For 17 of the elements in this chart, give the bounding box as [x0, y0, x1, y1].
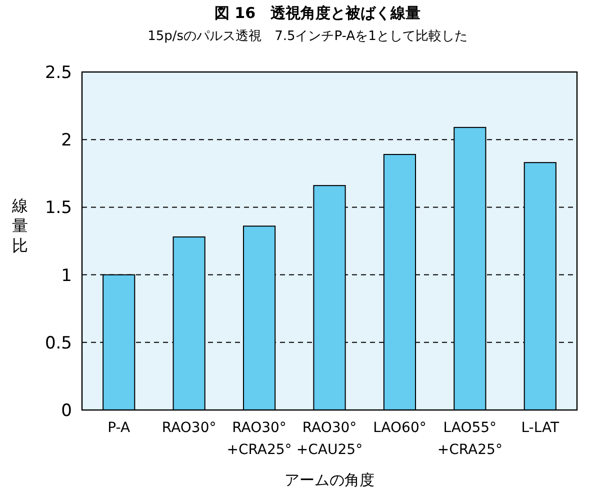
x-axis-title: アームの角度 [284, 471, 374, 489]
y-tick-label: 2.5 [44, 62, 72, 83]
y-tick-label: 0 [61, 400, 72, 421]
x-tick-label: L-LAT [521, 420, 560, 436]
x-tick-label: RAO30° +CRA25° [226, 420, 292, 458]
x-tick-label: LAO55° +CRA25° [437, 420, 502, 458]
y-tick-label: 0.5 [44, 333, 72, 354]
x-tick-label: LAO60° [373, 420, 426, 436]
chart-subtitle: 15p/sのパルス透視 7.5インチP-Aを1として比較した [148, 29, 468, 44]
y-tick-label: 2 [61, 130, 72, 151]
x-tick-label: RAO30° [162, 420, 216, 436]
x-tick-label: P-A [108, 420, 131, 436]
chart-title: 図 16 透視角度と被ばく線量 [214, 4, 421, 22]
y-tick-label: 1.5 [44, 198, 72, 218]
y-tick-label: 1 [61, 266, 72, 286]
x-tick-label: RAO30° +CAU25° [296, 420, 363, 458]
y-axis-title: 線量比 [11, 196, 28, 255]
